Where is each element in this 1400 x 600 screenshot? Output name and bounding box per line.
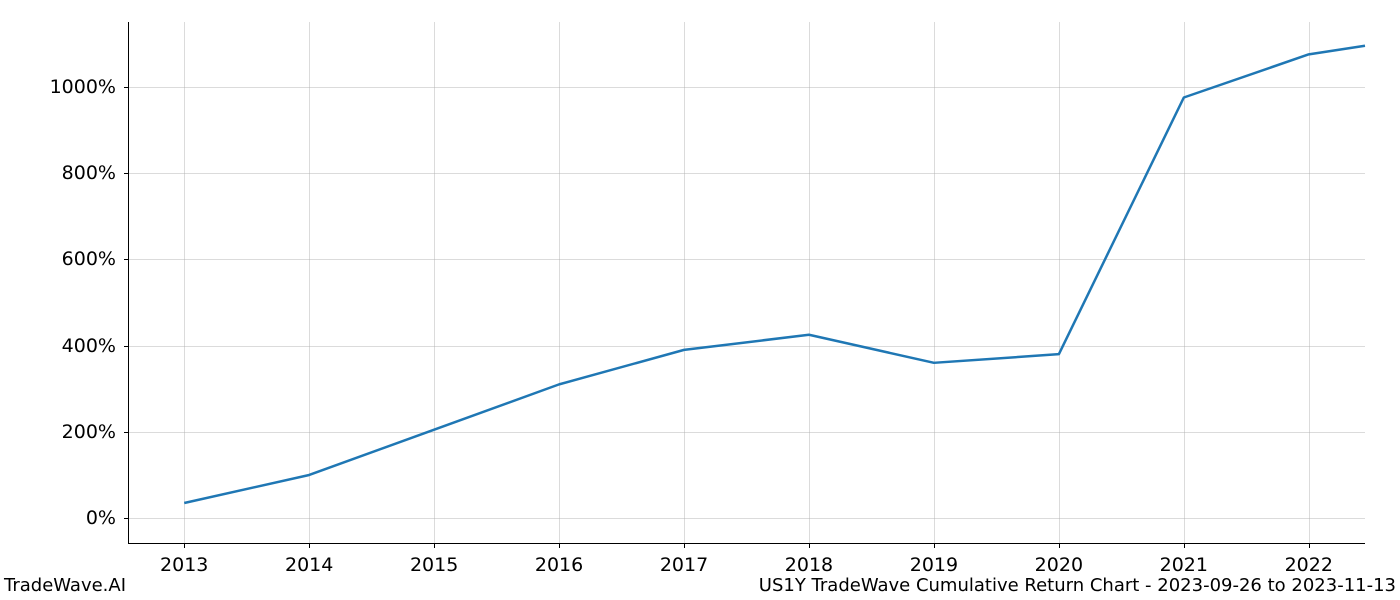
x-tick-label: 2013 (160, 554, 208, 576)
y-tick-label: 400% (62, 335, 116, 357)
y-tick-label: 800% (62, 162, 116, 184)
x-tick-mark (809, 544, 810, 548)
x-tick-label: 2016 (535, 554, 583, 576)
footer-right-label: US1Y TradeWave Cumulative Return Chart -… (759, 575, 1396, 596)
y-tick-label: 0% (86, 507, 116, 529)
x-tick-label: 2017 (660, 554, 708, 576)
x-tick-mark (184, 544, 185, 548)
y-tick-mark (124, 432, 128, 433)
y-tick-mark (124, 173, 128, 174)
x-tick-label: 2020 (1035, 554, 1083, 576)
plot-spines (128, 22, 1365, 544)
x-tick-mark (434, 544, 435, 548)
x-tick-mark (684, 544, 685, 548)
footer-left-label: TradeWave.AI (4, 575, 126, 596)
x-tick-label: 2018 (785, 554, 833, 576)
y-tick-label: 1000% (50, 76, 116, 98)
x-tick-mark (934, 544, 935, 548)
x-tick-mark (1059, 544, 1060, 548)
x-tick-label: 2022 (1285, 554, 1333, 576)
x-tick-mark (1309, 544, 1310, 548)
y-tick-mark (124, 87, 128, 88)
y-tick-label: 200% (62, 421, 116, 443)
y-tick-mark (124, 346, 128, 347)
x-tick-mark (559, 544, 560, 548)
x-tick-label: 2021 (1160, 554, 1208, 576)
y-tick-mark (124, 518, 128, 519)
x-tick-mark (309, 544, 310, 548)
y-tick-mark (124, 259, 128, 260)
chart-container: 2013 2014 2015 2016 2017 2018 2019 2020 2021 2022… (0, 0, 1400, 600)
x-tick-label: 2019 (910, 554, 958, 576)
x-tick-label: 2014 (285, 554, 333, 576)
plot-area (128, 22, 1365, 544)
x-tick-label: 2015 (410, 554, 458, 576)
x-tick-mark (1184, 544, 1185, 548)
y-tick-label: 600% (62, 248, 116, 270)
